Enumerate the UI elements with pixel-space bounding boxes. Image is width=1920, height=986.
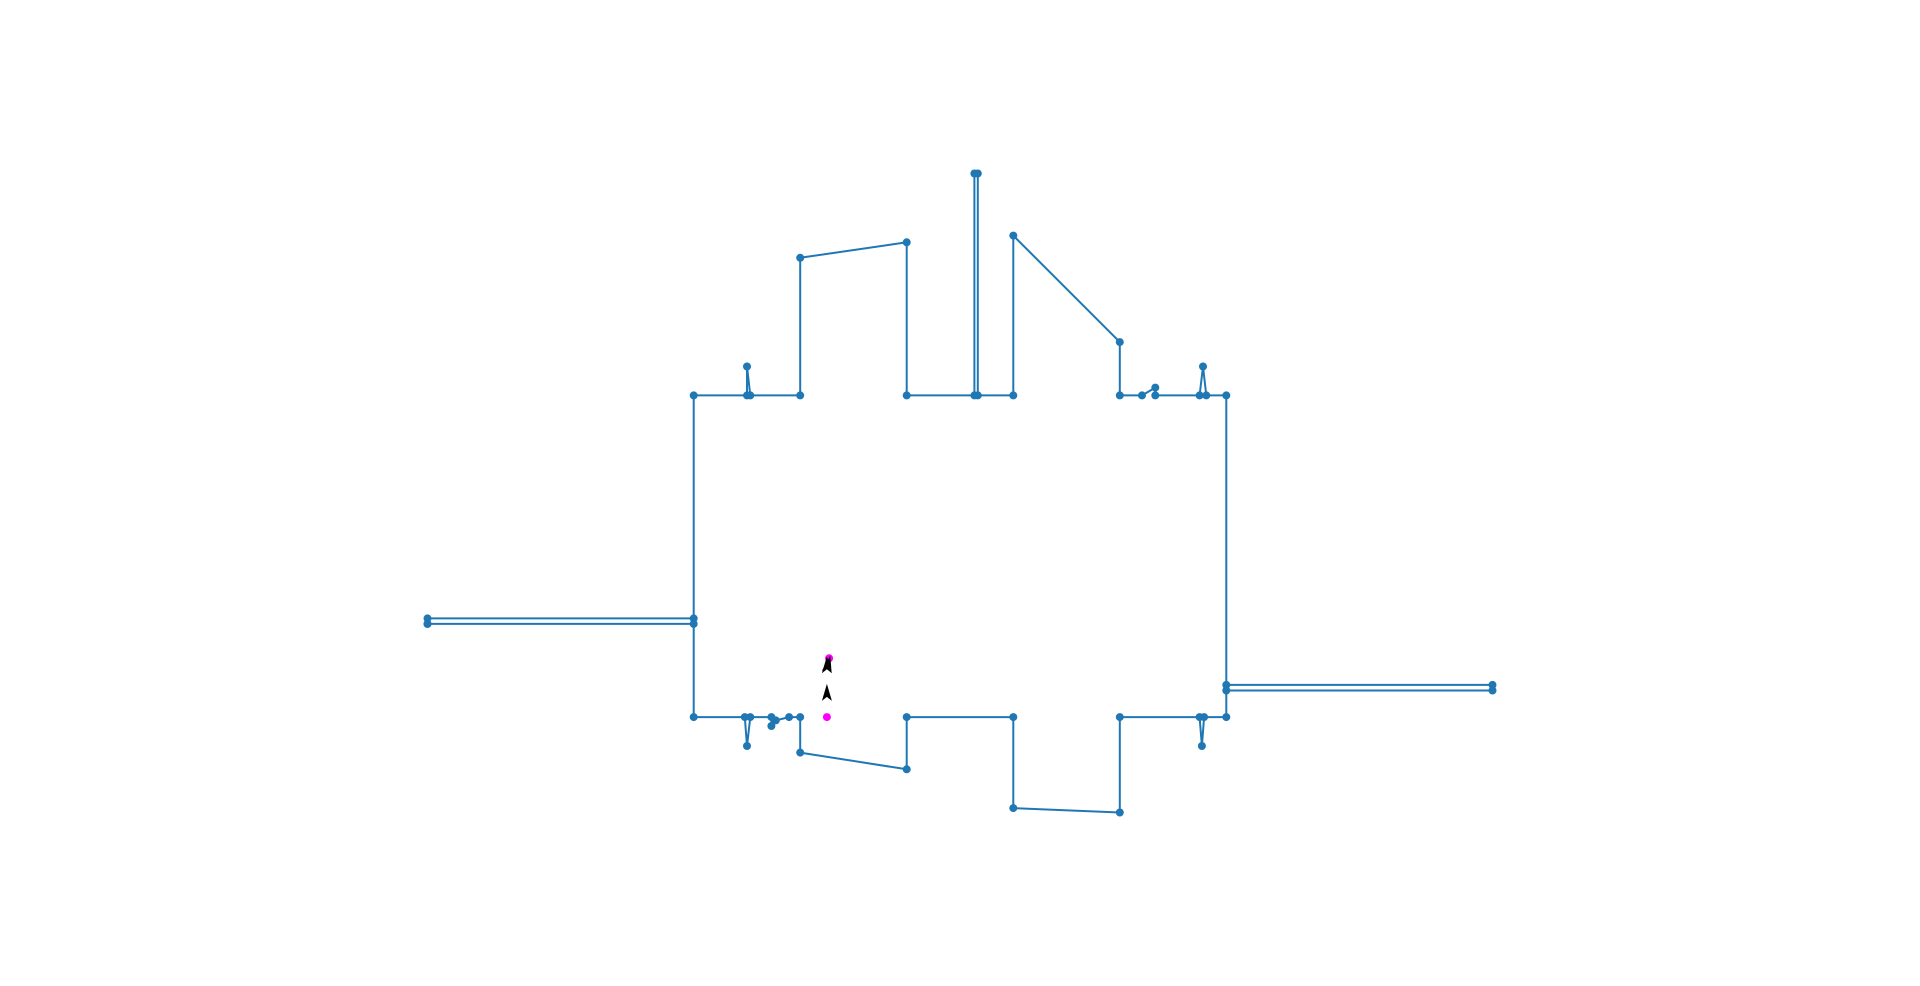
path-vertex [902, 765, 911, 774]
path-vertex [743, 742, 751, 750]
path-vertex [689, 619, 698, 628]
path-vertex [1151, 391, 1160, 400]
path-vertex [1222, 713, 1231, 722]
path-vertex [1009, 804, 1018, 813]
path-vertex [1115, 713, 1124, 722]
path-vertex [796, 713, 805, 722]
path-vertex [1151, 383, 1160, 392]
arrow-head-shape [821, 683, 832, 701]
path-vertex [767, 722, 776, 730]
path-vertex [423, 619, 432, 628]
vertex-layer [423, 169, 1497, 817]
path-vertex [1195, 713, 1204, 722]
path-vertex [1202, 391, 1211, 400]
path-vertex [1199, 362, 1207, 371]
path-vertex [689, 391, 698, 400]
path-vertex [1488, 680, 1497, 689]
path-vertex [1009, 713, 1018, 722]
path-vertex [1115, 808, 1124, 817]
highlight-point [822, 713, 831, 722]
path-vertex [796, 748, 805, 757]
arrow-layer [821, 655, 832, 701]
path-vertex [740, 713, 749, 722]
path-vertex [1222, 391, 1231, 400]
path-layer [426, 172, 1494, 814]
path-vertex [767, 713, 776, 722]
path-vertex [973, 169, 982, 178]
arrow-head-shape [821, 655, 832, 674]
path-vertex [1197, 742, 1206, 750]
path-vertex [796, 253, 805, 262]
path-vertex [423, 614, 432, 623]
path-vertex [1009, 231, 1018, 240]
heading-arrow [821, 655, 832, 674]
path-vertex [746, 713, 755, 722]
path-line [426, 172, 1494, 814]
path-vertex [1195, 391, 1204, 400]
path-vertex [902, 238, 911, 247]
path-vertex [785, 713, 794, 722]
path-vertex [1222, 680, 1231, 689]
path-vertex [1222, 686, 1231, 695]
path-vertex [1009, 391, 1018, 400]
path-vertex [1488, 686, 1497, 695]
path-vertex [743, 362, 751, 371]
path-vertex [689, 614, 698, 623]
heading-arrow [821, 683, 832, 701]
path-vertex [902, 713, 911, 722]
path-vertex [1115, 338, 1124, 347]
path-vertex [1138, 391, 1146, 400]
path-vertex [796, 391, 805, 400]
path-vertex [689, 713, 698, 722]
path-vertex [973, 391, 982, 400]
path-vertex [746, 391, 755, 400]
path-vertex [1115, 391, 1124, 400]
path-vertex [902, 391, 911, 400]
